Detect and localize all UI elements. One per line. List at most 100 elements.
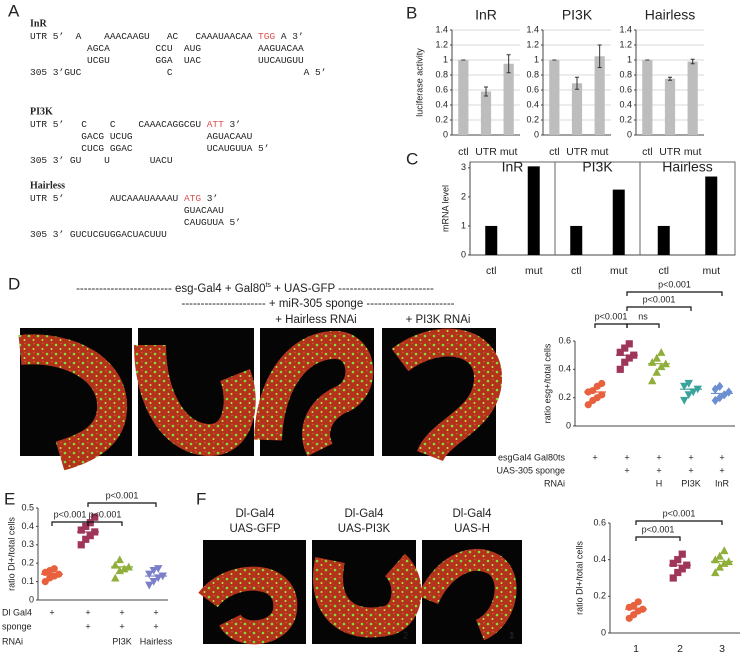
y-tick-label: 0.2 xyxy=(619,114,632,124)
y-axis-label: ratio Dl+/total cells xyxy=(574,541,584,615)
condition-cell: + xyxy=(592,452,597,462)
significance-bracket xyxy=(635,536,681,541)
y-tick-label: 0.1 xyxy=(21,576,34,586)
bar xyxy=(570,225,583,255)
data-point xyxy=(149,566,158,575)
sequence-segment: UCGU GGA UAC UUCAUGUU xyxy=(30,55,304,66)
image-label: + PI3K RNAi xyxy=(406,314,471,326)
image-number: 1 xyxy=(509,630,514,640)
bar xyxy=(485,225,498,255)
y-tick-label: 1.2 xyxy=(619,39,632,49)
sequence-line: AGCA CCU AUG AAGUACAA xyxy=(30,43,304,54)
condition-label: RNAi xyxy=(2,636,23,646)
significance-label: p<0.001 xyxy=(642,524,675,534)
y-tick-label: 0.4 xyxy=(435,99,448,109)
data-point xyxy=(149,578,158,586)
condition-cell: + xyxy=(85,607,90,617)
x-tick-label: mut xyxy=(500,146,518,158)
bar xyxy=(664,78,676,135)
panel-letter: A xyxy=(8,1,20,20)
y-tick-label: 0.2 xyxy=(526,114,539,124)
image-number: 2 xyxy=(403,630,408,640)
gene-name: InR xyxy=(30,18,47,29)
genotype-superscript: ts xyxy=(265,282,271,289)
significance-label: ns xyxy=(638,311,648,321)
sequence-line: 305 3’GUC C A 5’ xyxy=(30,67,326,78)
sequence-segment: UTR 5’ A AAACAAGU AC CAAAUAACAA xyxy=(30,31,258,42)
y-tick-label: 0.6 xyxy=(435,84,448,94)
bar xyxy=(480,91,492,135)
data-point xyxy=(716,381,724,391)
image-label: UAS-PI3K xyxy=(338,523,391,535)
image-label: + Hairless RNAi xyxy=(275,314,356,326)
sequence-line: UTR 5’ AUCAAAUAAAAU ATG 3’ xyxy=(30,193,218,204)
facet-title: PI3K xyxy=(582,159,613,175)
data-point xyxy=(715,562,724,571)
condition-cell: + xyxy=(119,607,124,617)
data-point xyxy=(91,513,99,521)
error-bar xyxy=(690,58,695,65)
condition-cell: + xyxy=(49,607,54,617)
sequence-segment: 305 3’ GU U UACU xyxy=(30,155,173,166)
x-tick-label: UTR xyxy=(475,146,497,158)
condition-cell: + xyxy=(656,465,661,475)
error-bar xyxy=(668,76,672,81)
condition-cell: + xyxy=(153,621,158,631)
x-tick-label: 1 xyxy=(633,643,639,655)
seed-site: ATT xyxy=(207,119,224,130)
data-point xyxy=(652,353,661,362)
y-tick-label: 0.4 xyxy=(593,554,606,564)
y-tick-label: 0 xyxy=(627,129,632,139)
condition-cell: + xyxy=(656,452,661,462)
condition-cell: + xyxy=(688,452,693,462)
x-tick-label: 2 xyxy=(677,643,683,655)
y-tick-label: 0 xyxy=(601,627,606,637)
x-tick-label: mut xyxy=(684,146,702,158)
y-axis-label: mRNA level xyxy=(440,185,450,232)
facet-title: Hairless xyxy=(645,7,696,23)
data-point xyxy=(82,522,90,530)
y-tick-label: 1.4 xyxy=(619,24,632,34)
panel-letter: D xyxy=(8,274,20,293)
significance-label: p<0.001 xyxy=(663,508,696,518)
data-point xyxy=(145,570,154,579)
sequence-segment: GUACAAU xyxy=(30,205,224,216)
data-point xyxy=(684,391,693,400)
sequence-segment: UTR 5’ C C CAAACAGGCGU xyxy=(30,119,207,130)
data-point xyxy=(598,391,606,399)
y-tick-label: 0.6 xyxy=(619,84,632,94)
y-tick-label: 0.6 xyxy=(558,335,571,345)
condition-cell: + xyxy=(624,465,629,475)
data-point xyxy=(674,568,682,577)
condition-label: sponge xyxy=(2,621,32,631)
data-point xyxy=(625,354,633,362)
x-tick-label: ctl xyxy=(642,146,653,158)
y-tick-label: 0.8 xyxy=(435,69,448,79)
bar xyxy=(527,166,540,255)
significance-label: p<0.001 xyxy=(106,490,139,500)
condition-cell: + xyxy=(624,452,629,462)
significance-bracket xyxy=(594,323,628,328)
y-tick-label: 0 xyxy=(566,420,571,430)
sequence-segment: AGCA CCU AUG AAGUACAA xyxy=(30,43,304,54)
data-point xyxy=(715,551,724,560)
genotype-header: ------------------------- esg-Gal4 + Gal… xyxy=(76,282,434,295)
error-bar xyxy=(484,86,488,97)
sequence-segment: 3’ xyxy=(224,119,241,130)
x-tick-label: ctl xyxy=(549,146,560,158)
data-point xyxy=(145,581,154,590)
y-tick-label: 0 xyxy=(29,594,34,604)
data-point xyxy=(584,401,592,409)
genotype-header: ---------------------- + miR-305 sponge … xyxy=(181,298,454,310)
bar xyxy=(458,60,469,135)
sequence-line: GACG UCUG AGUACAAU xyxy=(30,131,253,142)
y-tick-label: 1.2 xyxy=(435,39,448,49)
condition-cell: + xyxy=(119,621,124,631)
x-tick-label: ctl xyxy=(458,146,469,158)
plot-frame xyxy=(469,161,736,256)
data-point xyxy=(669,559,677,567)
data-point xyxy=(115,555,124,564)
y-tick-label: 0.4 xyxy=(526,99,539,109)
y-axis-label: luciferase activity xyxy=(414,48,424,117)
